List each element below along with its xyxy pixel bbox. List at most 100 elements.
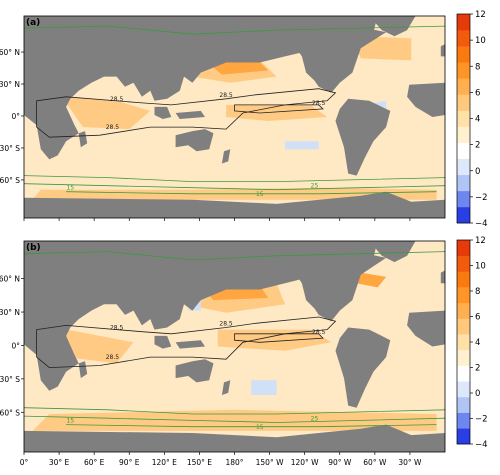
lon-tick-label: 30° E — [49, 458, 70, 467]
lon-tick-label: 90° E — [119, 458, 140, 467]
land-japan — [184, 60, 193, 75]
land-eurasia — [24, 16, 378, 160]
colorbar-segment — [457, 428, 470, 445]
colorbar-tick-label: 6 — [475, 88, 480, 98]
contour-label: 28.5 — [106, 124, 120, 131]
lon-tick-label: 150° E — [187, 458, 212, 467]
panel-label: (b) — [26, 243, 41, 253]
land-greenland — [369, 241, 416, 263]
colorbar-segment — [457, 206, 470, 224]
anomaly-patch — [285, 141, 319, 150]
colorbar-tick-label: −4 — [475, 219, 488, 229]
land-northAmerica — [247, 241, 387, 322]
lat-tick-label: 60° S — [0, 408, 20, 417]
colorbar-tick-label: 10 — [475, 262, 486, 272]
colorbar-segment — [457, 302, 470, 319]
lon-tick-label: 180° — [225, 458, 243, 467]
colorbar-tick-label: −4 — [475, 440, 488, 450]
panel-b: 28.5 28.5 28.5 28.5 15 15 25 (b) 60° N 30° N 0° 30°… — [0, 236, 488, 467]
green-contour — [23, 183, 446, 191]
contour-label: 25 — [311, 183, 319, 190]
contour-label: 15 — [256, 191, 264, 198]
colorbar-segment — [457, 62, 470, 79]
anomaly-patch — [217, 329, 332, 351]
land-southAmerica — [335, 98, 391, 176]
colorbar-segment — [457, 30, 470, 47]
anomaly-patch — [226, 104, 328, 121]
lon-tick-label: 30° W — [398, 458, 422, 467]
lat-tick-label: 0° — [11, 341, 20, 350]
lat-tick-label: 30° N — [0, 80, 20, 89]
colorbar-segment — [457, 349, 470, 366]
colorbar-tick-label: 10 — [475, 36, 486, 46]
green-contour — [23, 415, 446, 423]
colorbar-segment — [457, 334, 470, 351]
colorbar-segment — [457, 240, 470, 256]
land-newZealand — [221, 149, 231, 164]
colorbar-segment — [457, 381, 470, 398]
lat-tick-label: 30° S — [0, 375, 20, 384]
anomaly-patch — [356, 272, 387, 288]
colorbar-segment — [457, 287, 470, 304]
land-japan — [184, 287, 193, 303]
contour-label: 28.5 — [106, 354, 120, 361]
contour-label: 28.5 — [312, 100, 326, 107]
contour-label: 25 — [311, 415, 319, 422]
colorbar-segment — [457, 396, 470, 413]
land-maritime2 — [175, 110, 205, 119]
lon-tick-label: 60° E — [84, 458, 105, 467]
green-contour — [23, 251, 446, 261]
colorbar-tick-label: 8 — [475, 287, 480, 297]
lat-tick-label: 60° N — [0, 275, 20, 284]
colorbar-tick-label: 12 — [475, 10, 486, 20]
green-contour — [66, 424, 437, 428]
lat-tick-label: 60° S — [0, 176, 20, 185]
contour-label: 15 — [66, 417, 74, 424]
lat-tick-label: 30° S — [0, 144, 20, 153]
lat-tick-label: 0° — [11, 112, 20, 121]
colorbar-segment — [457, 271, 470, 288]
land-madagascar — [78, 361, 88, 379]
lon-tick-label: 120° W — [291, 458, 319, 467]
colorbar-segment — [457, 142, 470, 159]
land-antarctica — [24, 424, 445, 452]
colorbar-tick-label: 0 — [475, 167, 480, 177]
colorbar-segment — [457, 14, 470, 31]
lon-tick-label: 90° W — [328, 458, 352, 467]
lon-tick-label: 120° E — [152, 458, 177, 467]
land-westAfrica — [407, 310, 445, 347]
anomaly-patch — [61, 96, 151, 130]
land-maritime2 — [175, 340, 205, 349]
colorbar-segment — [457, 110, 470, 127]
contour-label: 28.5 — [110, 96, 124, 103]
anomaly-patch — [251, 380, 277, 395]
contour-label: 15 — [66, 185, 74, 192]
contour-label: 28.5 — [219, 320, 233, 327]
land-newZealand — [221, 380, 231, 395]
colorbar-tick-label: −2 — [475, 415, 488, 425]
colorbar-segment — [457, 94, 470, 111]
colorbar-segment — [457, 318, 470, 335]
land-australia — [175, 129, 214, 152]
land-greenland — [369, 16, 416, 37]
colorbar-tick-label: 12 — [475, 236, 486, 246]
land-antarctica — [24, 191, 445, 218]
land-uk — [440, 44, 445, 57]
colorbar-segment — [457, 158, 470, 176]
land-southAmerica — [335, 327, 391, 408]
green-contour — [66, 191, 437, 195]
colorbar-segment — [457, 255, 470, 272]
sst-28-5-inner-contour — [234, 104, 324, 114]
panel-a: 28.5 28.5 28.5 28.5 15 15 25 (a) 60° N 30° N 0° 30°… — [0, 10, 488, 229]
land-australia — [175, 359, 214, 383]
land-uk — [440, 270, 445, 284]
colorbar-segment — [457, 46, 470, 63]
colorbar-segment — [457, 190, 470, 208]
green-contour — [23, 175, 446, 183]
land-maritime1 — [154, 335, 172, 349]
land-westAfrica — [407, 82, 445, 117]
lat-tick-label: 30° N — [0, 308, 20, 317]
colorbar-tick-label: 2 — [475, 364, 480, 374]
contour-label: 28.5 — [219, 92, 233, 99]
